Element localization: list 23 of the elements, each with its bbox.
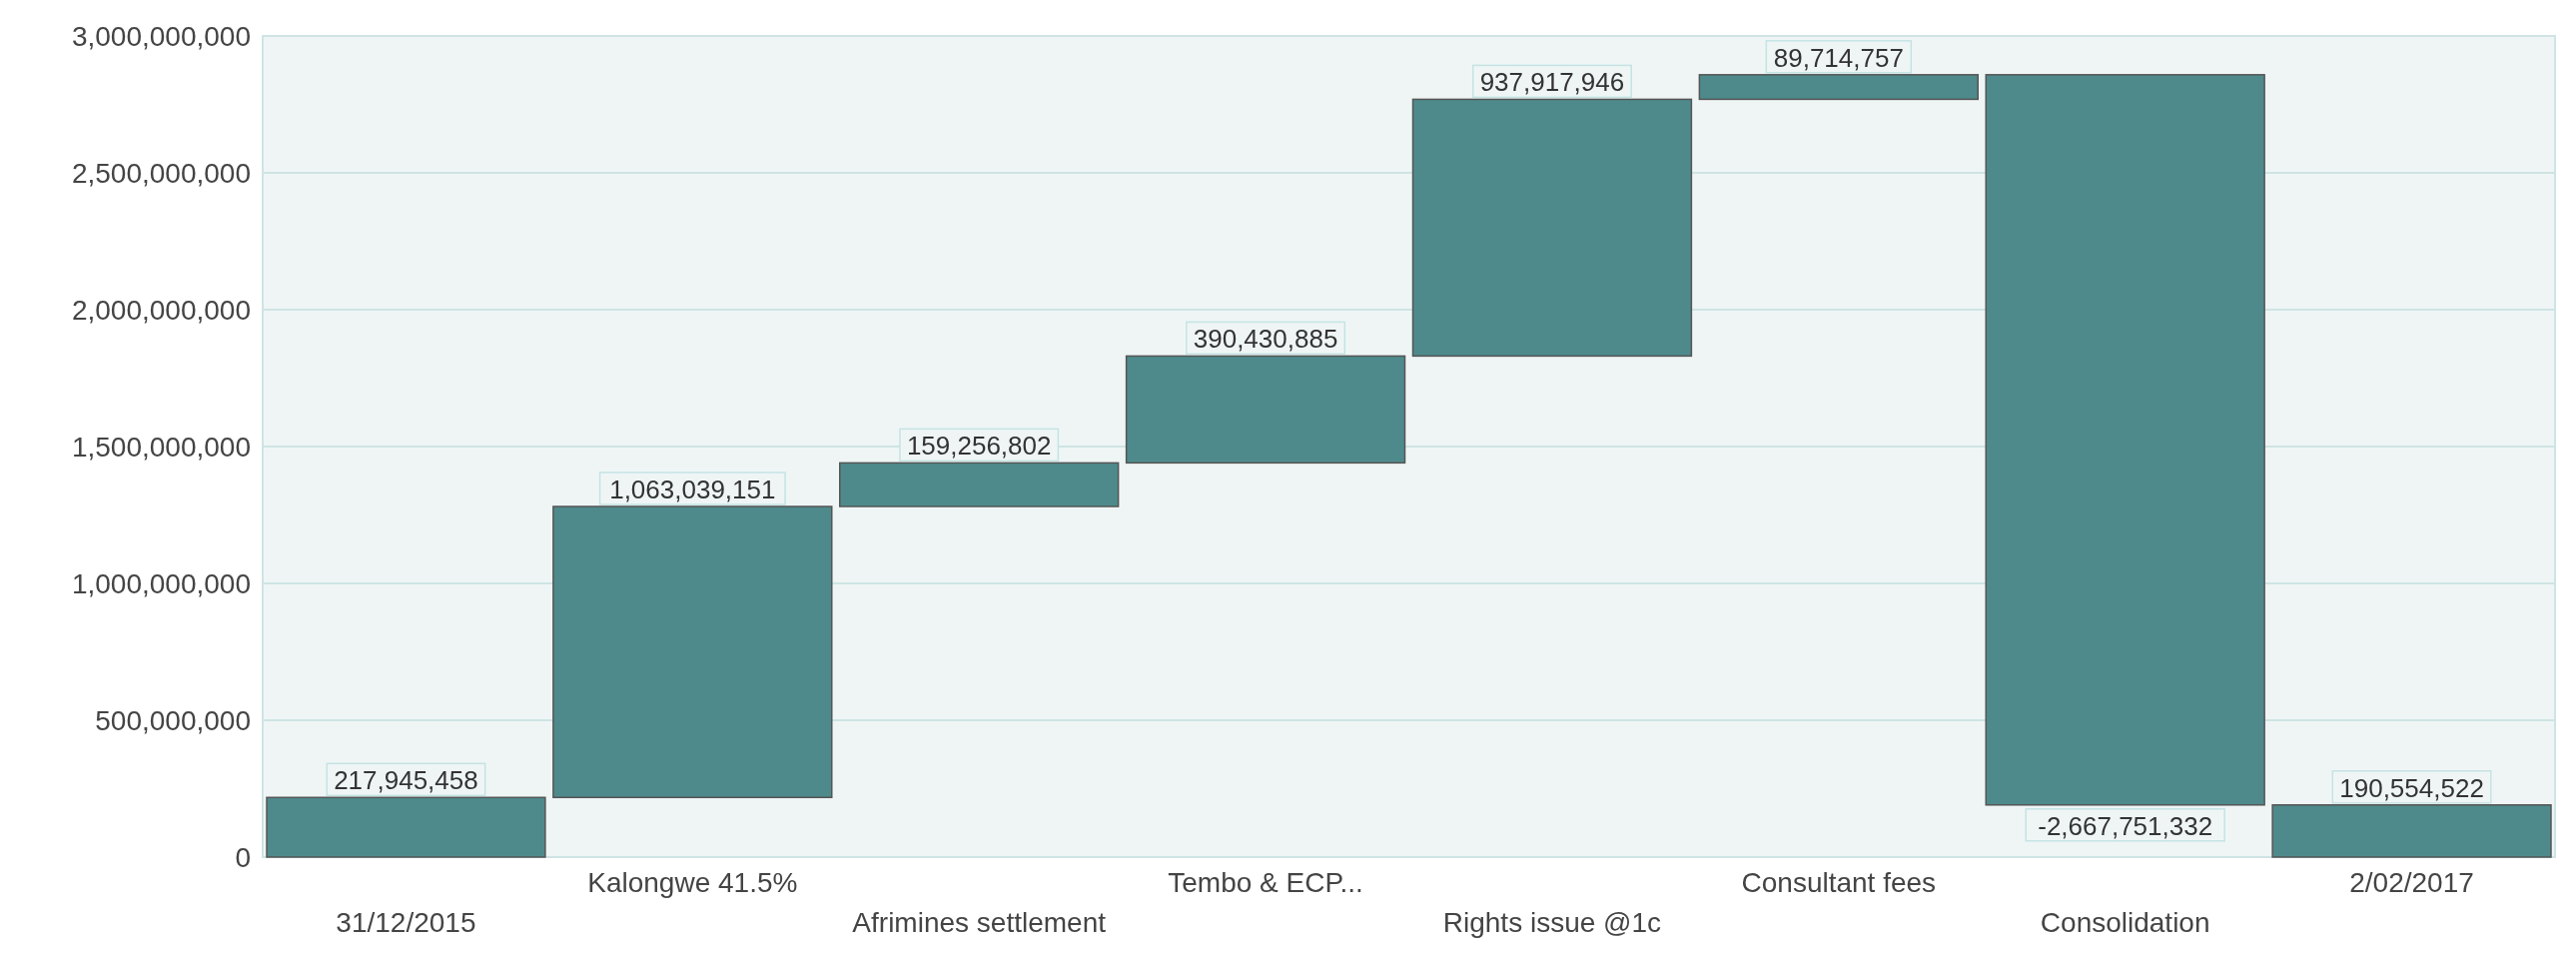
data-label: 159,256,802 <box>906 431 1052 462</box>
x-tick-label: Consultant fees <box>1741 867 1937 898</box>
y-tick-label: 500,000,000 <box>95 704 251 736</box>
y-tick-label: 3,000,000,000 <box>71 20 251 52</box>
data-label: 89,714,757 <box>1773 42 1904 73</box>
data-label: 390,430,885 <box>1193 324 1338 355</box>
data-label: -2,667,751,332 <box>2038 810 2213 841</box>
y-tick-label: 2,500,000,000 <box>71 157 251 189</box>
y-tick-label: 1,500,000,000 <box>71 431 251 463</box>
x-tick-label: Tembo & ECP... <box>1168 867 1363 898</box>
x-tick-label: 2/02/2017 <box>2349 867 2474 898</box>
y-tick-label: 0 <box>235 841 251 873</box>
x-tick-label: 31/12/2015 <box>336 907 476 938</box>
x-tick-label: Kalongwe 41.5% <box>587 867 798 898</box>
data-label: 1,063,039,151 <box>609 475 776 505</box>
data-label: 937,917,946 <box>1479 67 1625 98</box>
y-tick-label: 2,000,000,000 <box>71 294 251 326</box>
data-label: 190,554,522 <box>2339 772 2484 803</box>
y-tick-label: 1,000,000,000 <box>71 567 251 599</box>
x-tick-label: Afrimines settlement <box>852 907 1107 938</box>
x-tick-label: Rights issue @1c <box>1442 907 1662 938</box>
data-label: 217,945,458 <box>334 765 478 796</box>
x-tick-label: Consolidation <box>2040 907 2210 938</box>
